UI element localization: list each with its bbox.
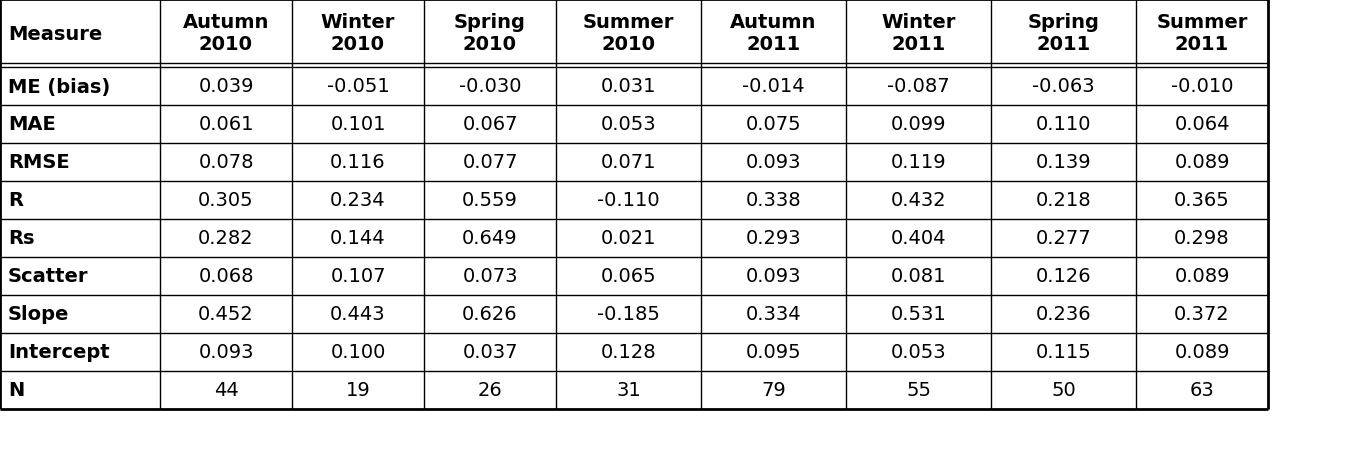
Text: 79: 79 (761, 381, 785, 400)
Text: Autumn
2010: Autumn 2010 (183, 13, 269, 54)
Text: 0.452: 0.452 (198, 305, 254, 324)
Text: 0.404: 0.404 (891, 229, 947, 248)
Text: 19: 19 (346, 381, 371, 400)
Text: 0.626: 0.626 (462, 305, 518, 324)
Text: 0.065: 0.065 (601, 267, 657, 286)
Text: 0.068: 0.068 (198, 267, 253, 286)
Text: 44: 44 (213, 381, 238, 400)
Text: 26: 26 (477, 381, 502, 400)
Text: 0.531: 0.531 (891, 305, 947, 324)
Text: 0.039: 0.039 (198, 77, 253, 96)
Text: Slope: Slope (8, 305, 70, 324)
Text: 0.236: 0.236 (1036, 305, 1092, 324)
Text: 0.139: 0.139 (1036, 153, 1092, 172)
Text: -0.051: -0.051 (327, 77, 390, 96)
Text: 0.101: 0.101 (330, 115, 386, 134)
Text: 0.089: 0.089 (1174, 343, 1230, 362)
Text: 0.053: 0.053 (601, 115, 657, 134)
Text: 0.126: 0.126 (1036, 267, 1092, 286)
Text: 0.095: 0.095 (746, 343, 802, 362)
Text: MAE: MAE (8, 115, 56, 134)
Text: 0.443: 0.443 (330, 305, 386, 324)
Text: 0.075: 0.075 (746, 115, 802, 134)
Text: 0.107: 0.107 (330, 267, 386, 286)
Text: 0.234: 0.234 (330, 191, 386, 210)
Text: 31: 31 (616, 381, 640, 400)
Text: 63: 63 (1190, 381, 1215, 400)
Text: 0.099: 0.099 (891, 115, 947, 134)
Text: 0.110: 0.110 (1036, 115, 1092, 134)
Text: -0.014: -0.014 (743, 77, 804, 96)
Text: Summer
2011: Summer 2011 (1156, 13, 1248, 54)
Text: 50: 50 (1051, 381, 1075, 400)
Text: 0.128: 0.128 (601, 343, 657, 362)
Text: 0.078: 0.078 (198, 153, 253, 172)
Text: Winter
2010: Winter 2010 (321, 13, 395, 54)
Text: 0.037: 0.037 (462, 343, 517, 362)
Text: Spring
2011: Spring 2011 (1027, 13, 1100, 54)
Text: 0.432: 0.432 (891, 191, 947, 210)
Text: 0.031: 0.031 (601, 77, 657, 96)
Text: 0.372: 0.372 (1174, 305, 1230, 324)
Text: 0.089: 0.089 (1174, 153, 1230, 172)
Text: Rs: Rs (8, 229, 34, 248)
Text: 0.067: 0.067 (462, 115, 517, 134)
Text: 0.559: 0.559 (462, 191, 518, 210)
Text: 0.064: 0.064 (1174, 115, 1230, 134)
Text: Autumn
2011: Autumn 2011 (731, 13, 817, 54)
Text: ME (bias): ME (bias) (8, 77, 111, 96)
Text: Measure: Measure (8, 24, 103, 44)
Text: 0.089: 0.089 (1174, 267, 1230, 286)
Text: 0.077: 0.077 (462, 153, 517, 172)
Text: 0.093: 0.093 (746, 153, 802, 172)
Text: 0.305: 0.305 (198, 191, 254, 210)
Text: -0.063: -0.063 (1033, 77, 1094, 96)
Text: 0.093: 0.093 (198, 343, 253, 362)
Text: Scatter: Scatter (8, 267, 89, 286)
Text: 0.119: 0.119 (891, 153, 947, 172)
Text: 0.282: 0.282 (198, 229, 254, 248)
Text: 0.073: 0.073 (462, 267, 517, 286)
Text: 0.116: 0.116 (330, 153, 386, 172)
Text: 0.061: 0.061 (198, 115, 253, 134)
Text: 0.021: 0.021 (601, 229, 657, 248)
Text: 0.093: 0.093 (746, 267, 802, 286)
Text: -0.030: -0.030 (458, 77, 521, 96)
Text: Spring
2010: Spring 2010 (454, 13, 525, 54)
Text: 0.081: 0.081 (891, 267, 947, 286)
Text: Intercept: Intercept (8, 343, 109, 362)
Text: -0.185: -0.185 (596, 305, 659, 324)
Text: 0.293: 0.293 (746, 229, 802, 248)
Text: 0.144: 0.144 (330, 229, 386, 248)
Text: -0.010: -0.010 (1171, 77, 1233, 96)
Text: 0.100: 0.100 (330, 343, 386, 362)
Text: 0.649: 0.649 (462, 229, 518, 248)
Text: 0.334: 0.334 (746, 305, 802, 324)
Text: 0.298: 0.298 (1174, 229, 1230, 248)
Text: 0.115: 0.115 (1036, 343, 1092, 362)
Text: 0.277: 0.277 (1036, 229, 1092, 248)
Text: -0.110: -0.110 (598, 191, 659, 210)
Text: 0.338: 0.338 (746, 191, 802, 210)
Text: 0.053: 0.053 (891, 343, 947, 362)
Text: Winter
2011: Winter 2011 (881, 13, 956, 54)
Text: R: R (8, 191, 23, 210)
Text: Summer
2010: Summer 2010 (583, 13, 674, 54)
Text: N: N (8, 381, 25, 400)
Text: 0.365: 0.365 (1174, 191, 1230, 210)
Text: -0.087: -0.087 (888, 77, 949, 96)
Text: 55: 55 (906, 381, 932, 400)
Text: 0.218: 0.218 (1036, 191, 1092, 210)
Text: RMSE: RMSE (8, 153, 70, 172)
Text: 0.071: 0.071 (601, 153, 657, 172)
